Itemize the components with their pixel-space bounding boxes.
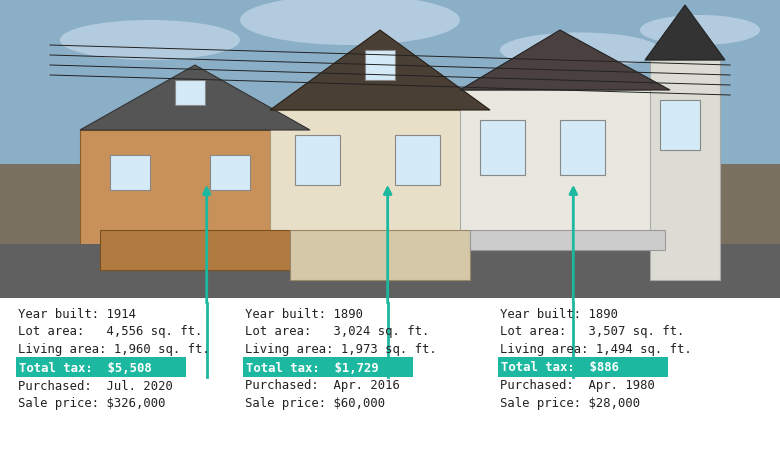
Text: Purchased:  Apr. 2016: Purchased: Apr. 2016 <box>245 379 400 392</box>
Text: Total tax:  $1,729: Total tax: $1,729 <box>246 361 379 375</box>
Bar <box>498 357 668 377</box>
Text: Year built: 1890: Year built: 1890 <box>500 307 618 321</box>
Point <box>569 374 578 380</box>
Bar <box>110 155 150 190</box>
Point <box>383 374 392 380</box>
Bar <box>210 155 250 190</box>
Ellipse shape <box>240 0 460 45</box>
Ellipse shape <box>500 32 660 68</box>
Bar <box>0 0 780 164</box>
Bar <box>243 357 413 377</box>
Text: Lot area:   3,024 sq. ft.: Lot area: 3,024 sq. ft. <box>245 326 429 338</box>
Text: Lot area:   4,556 sq. ft.: Lot area: 4,556 sq. ft. <box>18 326 202 338</box>
Text: Total tax:  $5,508: Total tax: $5,508 <box>19 361 152 375</box>
Ellipse shape <box>640 15 760 45</box>
Bar <box>0 164 780 298</box>
Bar <box>100 230 290 270</box>
Text: Lot area:   3,507 sq. ft.: Lot area: 3,507 sq. ft. <box>500 326 684 338</box>
Bar <box>650 60 720 280</box>
Bar <box>0 244 780 298</box>
Point <box>202 374 211 380</box>
Text: Year built: 1914: Year built: 1914 <box>18 307 136 321</box>
Text: Sale price: $326,000: Sale price: $326,000 <box>18 398 165 410</box>
Text: Living area: 1,960 sq. ft.: Living area: 1,960 sq. ft. <box>18 344 210 357</box>
Bar <box>395 135 440 185</box>
Bar <box>175 80 205 105</box>
Bar <box>660 100 700 150</box>
Bar <box>560 120 605 175</box>
Polygon shape <box>460 30 670 90</box>
Text: Living area: 1,494 sq. ft.: Living area: 1,494 sq. ft. <box>500 344 692 357</box>
Point <box>383 300 392 306</box>
Bar <box>0 298 780 470</box>
Point <box>202 300 211 306</box>
Ellipse shape <box>60 20 240 60</box>
Bar <box>270 110 490 280</box>
Bar <box>470 230 665 250</box>
Bar <box>365 50 395 80</box>
Polygon shape <box>270 30 490 110</box>
Bar <box>80 130 310 270</box>
Polygon shape <box>80 65 310 130</box>
Text: Purchased:  Apr. 1980: Purchased: Apr. 1980 <box>500 379 655 392</box>
Bar <box>16 357 186 377</box>
Text: Purchased:  Jul. 2020: Purchased: Jul. 2020 <box>18 379 173 392</box>
Point <box>569 300 578 306</box>
Bar <box>295 135 340 185</box>
Bar <box>480 120 525 175</box>
Text: Year built: 1890: Year built: 1890 <box>245 307 363 321</box>
Text: Living area: 1,973 sq. ft.: Living area: 1,973 sq. ft. <box>245 344 437 357</box>
Bar <box>290 230 470 280</box>
Bar <box>460 90 710 280</box>
Polygon shape <box>645 5 725 60</box>
Text: Sale price: $28,000: Sale price: $28,000 <box>500 398 640 410</box>
Text: Sale price: $60,000: Sale price: $60,000 <box>245 398 385 410</box>
Text: Total tax:  $886: Total tax: $886 <box>501 361 619 375</box>
